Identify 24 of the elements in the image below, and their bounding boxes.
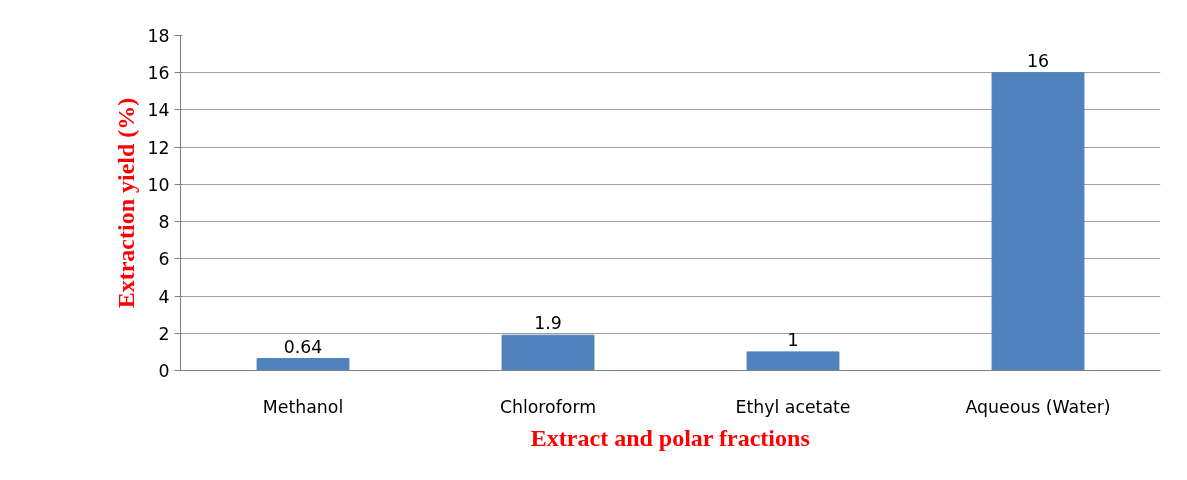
bar (746, 351, 840, 371)
y-tick-label: 8 (158, 212, 170, 233)
data-label: 1.9 (534, 313, 562, 334)
bar (256, 358, 350, 371)
y-tick-label: 12 (147, 137, 170, 158)
bar (991, 72, 1085, 371)
bar (501, 334, 595, 371)
x-tick-label: Ethyl acetate (735, 396, 851, 417)
data-label: 0.64 (283, 336, 323, 357)
y-tick-label: 0 (158, 361, 170, 381)
y-axis-title: Extraction yield (%) (113, 97, 140, 309)
x-tick-label: Aqueous (Water) (965, 396, 1111, 417)
y-tick-label: 14 (147, 100, 170, 121)
y-tick-label: 4 (158, 286, 170, 307)
x-tick-label: Chloroform (499, 396, 597, 417)
data-label: 16 (1026, 50, 1050, 71)
x-tick-label: Methanol (262, 396, 344, 417)
y-tick-label: 16 (147, 63, 170, 84)
data-label: 1 (787, 329, 799, 350)
y-tick-label: 18 (147, 26, 170, 46)
y-tick-label: 6 (158, 249, 170, 270)
y-tick-label: 2 (158, 323, 170, 344)
x-axis-title: Extract and polar fractions (530, 424, 810, 451)
y-tick-label: 10 (147, 174, 170, 195)
